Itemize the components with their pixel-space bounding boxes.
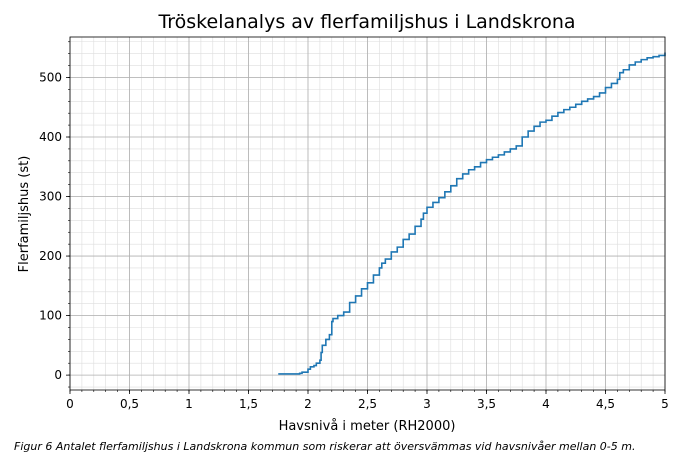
- figure-caption: Figur 6 Antalet flerfamiljshus i Landskr…: [14, 440, 636, 453]
- chart-title: Tröskelanalys av flerfamiljshus i Landsk…: [157, 11, 575, 33]
- y-tick-label: 500: [39, 70, 62, 84]
- x-tick-label: 4,5: [596, 397, 615, 411]
- major-grid: [69, 37, 666, 390]
- tick-group: 0 0,5 1 1,5 2 2,5 3 3,5 4 4,5 5 0 100 200 300 400 500: [39, 41, 669, 411]
- y-tick-label: 200: [39, 249, 62, 263]
- x-tick-label: 4: [542, 397, 550, 411]
- y-tick-label: 0: [54, 368, 62, 382]
- x-tick-label: 2: [304, 397, 312, 411]
- series-group: [278, 52, 666, 375]
- y-tick-label: 300: [39, 190, 62, 204]
- x-tick-label: 3,5: [477, 397, 496, 411]
- x-tick-label: 3: [423, 397, 431, 411]
- x-axis-label: Havsnivå i meter (RH2000): [279, 419, 456, 434]
- x-tick-label: 0: [66, 397, 74, 411]
- x-tick-label: 1,5: [239, 397, 258, 411]
- series-line: [278, 52, 666, 375]
- x-tick-label: 0,5: [120, 397, 139, 411]
- y-tick-label: 100: [39, 309, 62, 323]
- x-tick-label: 5: [661, 397, 669, 411]
- x-tick-label: 2,5: [358, 397, 377, 411]
- threshold-chart: 0 0,5 1 1,5 2 2,5 3 3,5 4 4,5 5 0 100 200 300 400 500 Tr…: [17, 11, 669, 434]
- y-axis-label: Flerfamiljshus (st): [17, 156, 32, 273]
- x-tick-label: 1: [185, 397, 193, 411]
- y-tick-label: 400: [39, 130, 62, 144]
